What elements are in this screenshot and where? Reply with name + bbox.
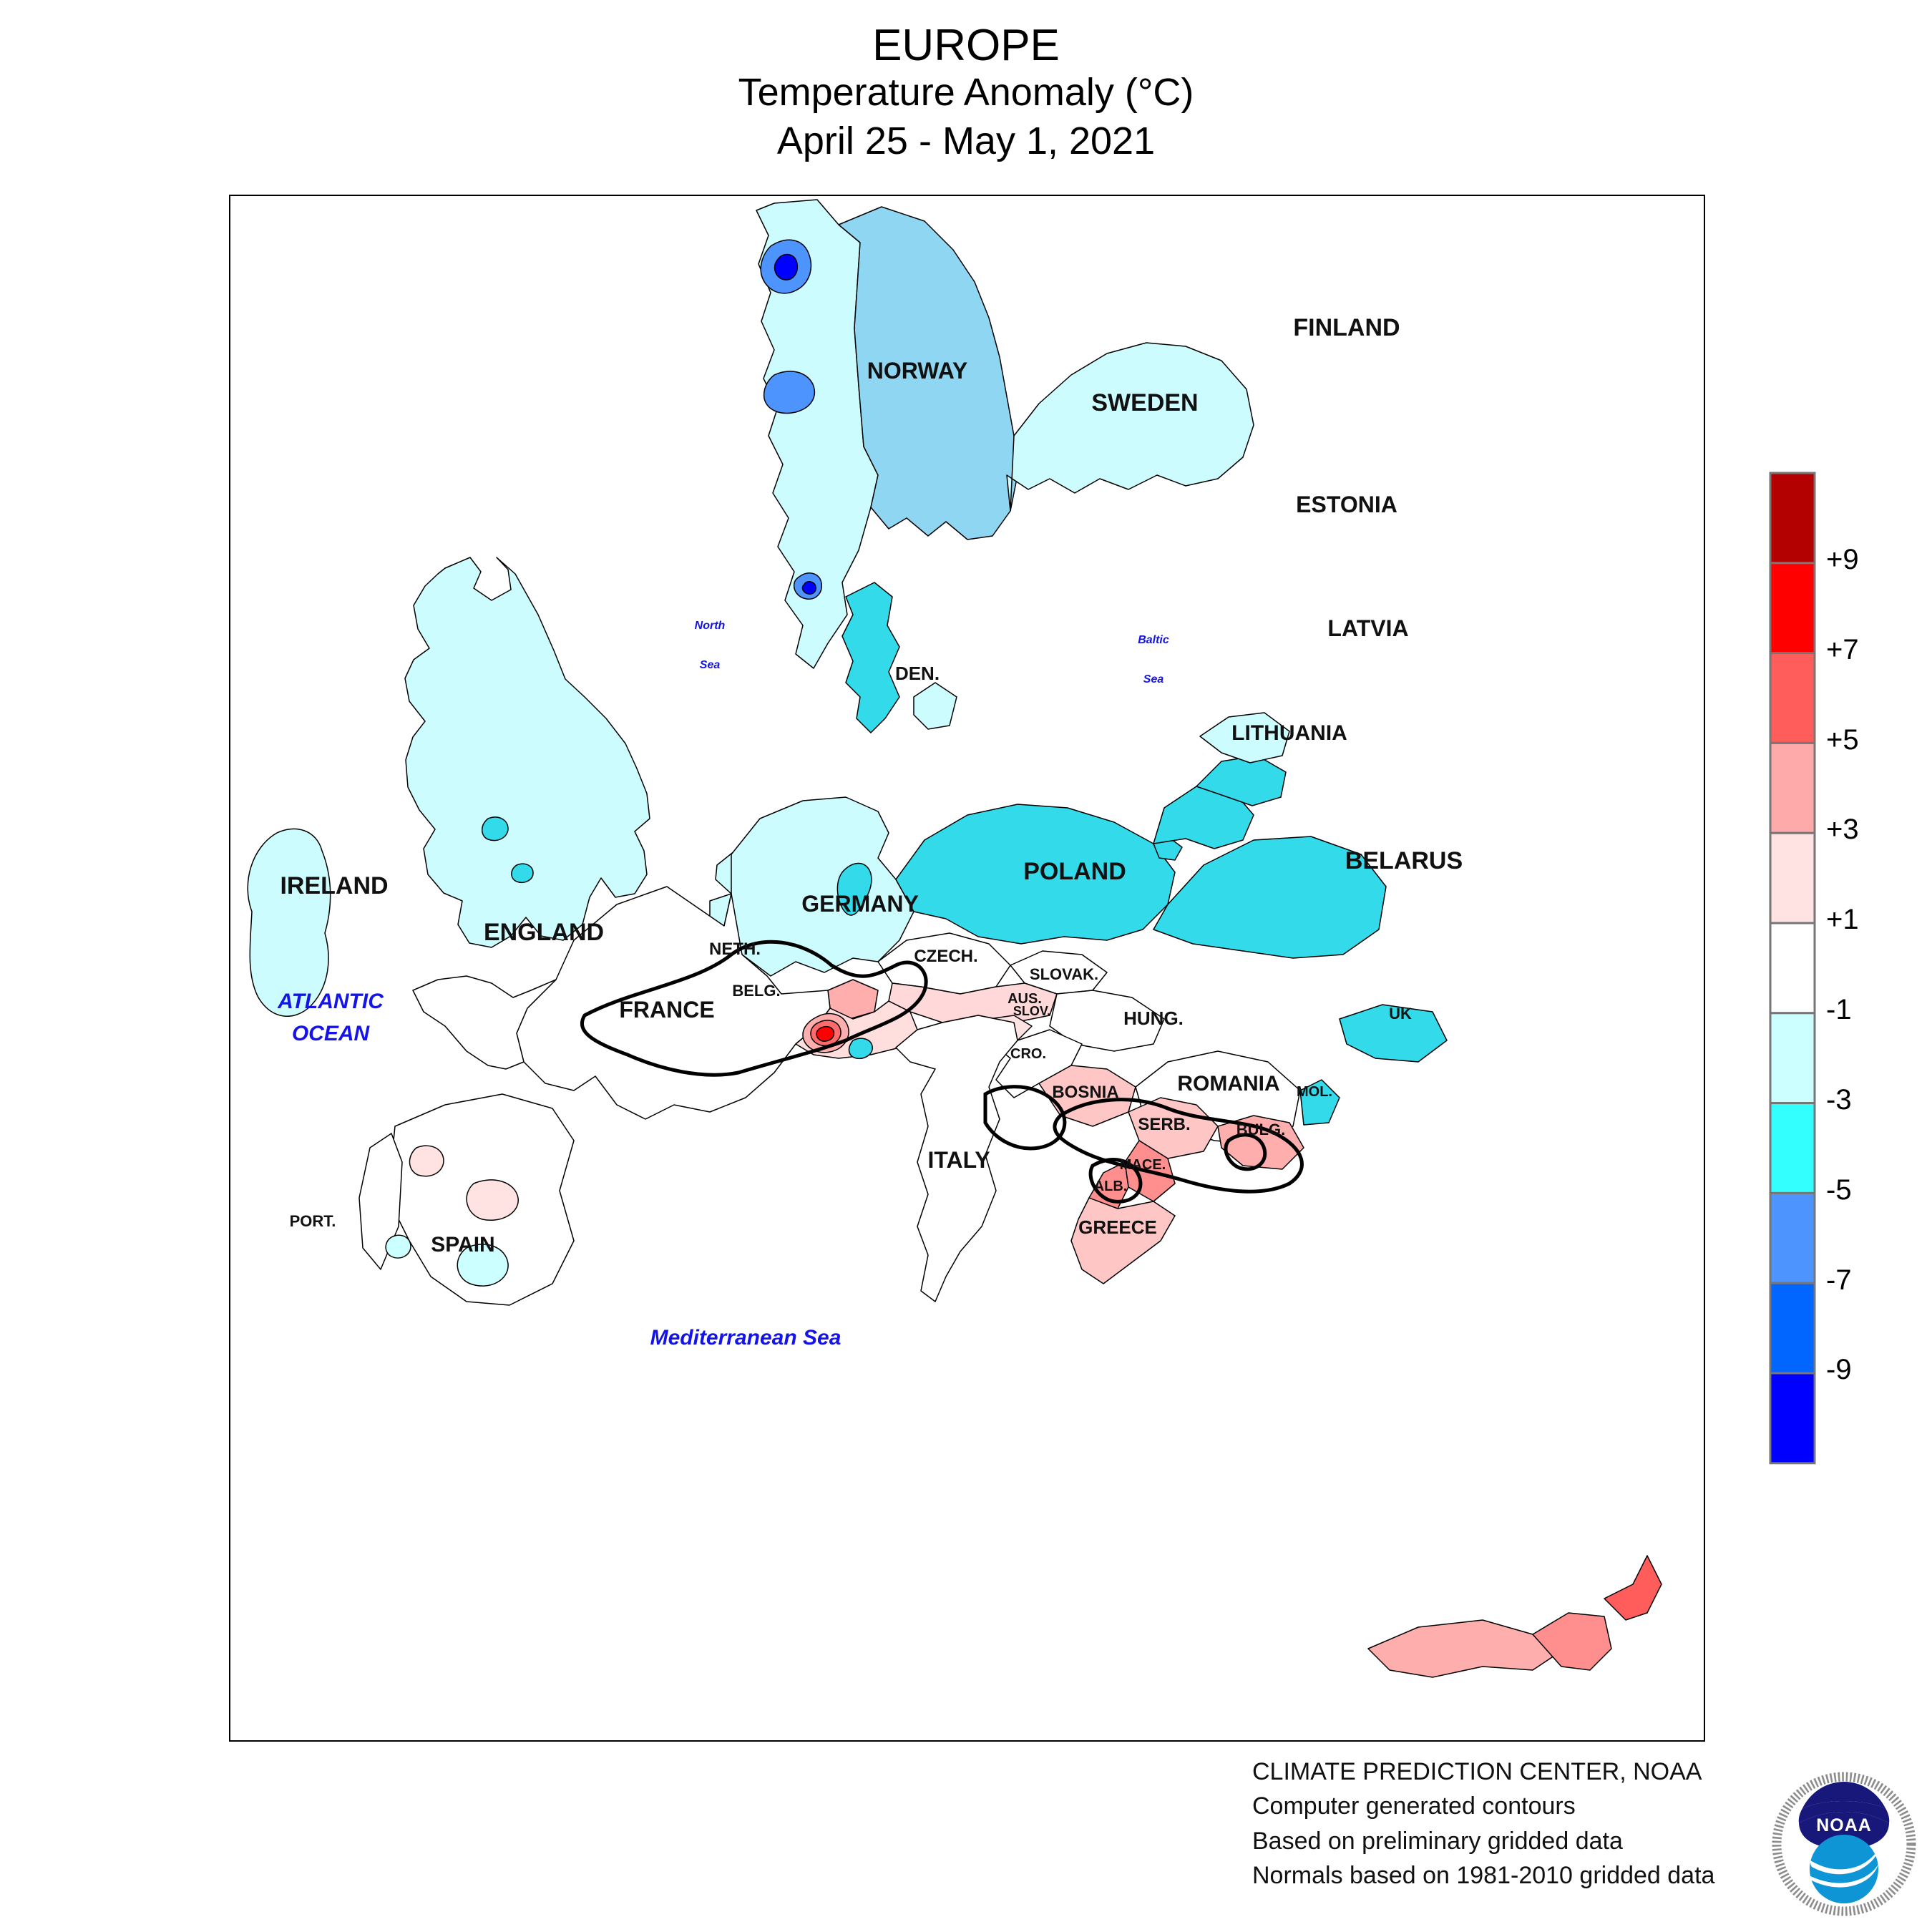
svg-text:ENGLAND: ENGLAND	[484, 919, 604, 946]
svg-text:Sea: Sea	[700, 659, 721, 671]
svg-text:FRANCE: FRANCE	[619, 997, 714, 1023]
svg-text:OCEAN: OCEAN	[292, 1022, 371, 1045]
svg-text:DEN.: DEN.	[895, 663, 940, 684]
svg-text:GREECE: GREECE	[1078, 1216, 1157, 1238]
svg-text:SLOVAK.: SLOVAK.	[1030, 965, 1098, 983]
svg-text:CRO.: CRO.	[1010, 1046, 1046, 1062]
svg-text:FINLAND: FINLAND	[1293, 314, 1400, 341]
svg-text:-1: -1	[1826, 994, 1852, 1025]
svg-text:SWEDEN: SWEDEN	[1091, 389, 1198, 416]
svg-text:BULG.: BULG.	[1236, 1121, 1285, 1138]
svg-text:BELG.: BELG.	[732, 982, 780, 1000]
svg-text:Baltic: Baltic	[1138, 634, 1169, 646]
svg-text:-5: -5	[1826, 1174, 1852, 1206]
svg-text:UK: UK	[1389, 1005, 1412, 1023]
svg-text:POLAND: POLAND	[1023, 858, 1126, 885]
svg-text:ITALY: ITALY	[927, 1147, 990, 1173]
svg-text:SLOV.: SLOV.	[1013, 1004, 1050, 1018]
svg-text:+7: +7	[1826, 634, 1859, 665]
svg-text:-9: -9	[1826, 1354, 1852, 1385]
svg-text:ALB.: ALB.	[1094, 1179, 1128, 1194]
svg-text:-3: -3	[1826, 1084, 1852, 1116]
svg-text:MOL.: MOL.	[1297, 1084, 1332, 1100]
svg-text:+9: +9	[1826, 544, 1859, 575]
svg-text:Mediterranean Sea: Mediterranean Sea	[650, 1326, 841, 1350]
svg-text:NETH.: NETH.	[709, 940, 761, 959]
svg-text:SPAIN: SPAIN	[431, 1233, 494, 1257]
svg-text:NORWAY: NORWAY	[867, 358, 967, 384]
svg-text:HUNG.: HUNG.	[1123, 1008, 1184, 1029]
svg-text:BELARUS: BELARUS	[1345, 847, 1463, 874]
svg-text:LATVIA: LATVIA	[1327, 615, 1408, 641]
svg-text:BOSNIA: BOSNIA	[1052, 1083, 1118, 1102]
svg-text:CZECH.: CZECH.	[914, 947, 977, 966]
svg-text:MACE.: MACE.	[1120, 1157, 1166, 1173]
svg-text:GERMANY: GERMANY	[801, 891, 919, 917]
svg-text:+3: +3	[1826, 814, 1859, 845]
svg-text:ATLANTIC: ATLANTIC	[277, 990, 384, 1013]
svg-text:IRELAND: IRELAND	[280, 872, 388, 899]
svg-text:+5: +5	[1826, 724, 1859, 756]
svg-text:Sea: Sea	[1143, 673, 1164, 686]
svg-text:NOAA: NOAA	[1816, 1815, 1872, 1835]
svg-text:North: North	[695, 620, 726, 632]
svg-text:SERB.: SERB.	[1138, 1115, 1190, 1134]
svg-text:+1: +1	[1826, 904, 1859, 935]
svg-text:-7: -7	[1826, 1264, 1852, 1296]
svg-text:ROMANIA: ROMANIA	[1177, 1072, 1279, 1096]
svg-text:PORT.: PORT.	[290, 1212, 336, 1230]
svg-text:LITHUANIA: LITHUANIA	[1231, 721, 1347, 745]
svg-text:ESTONIA: ESTONIA	[1296, 492, 1397, 517]
